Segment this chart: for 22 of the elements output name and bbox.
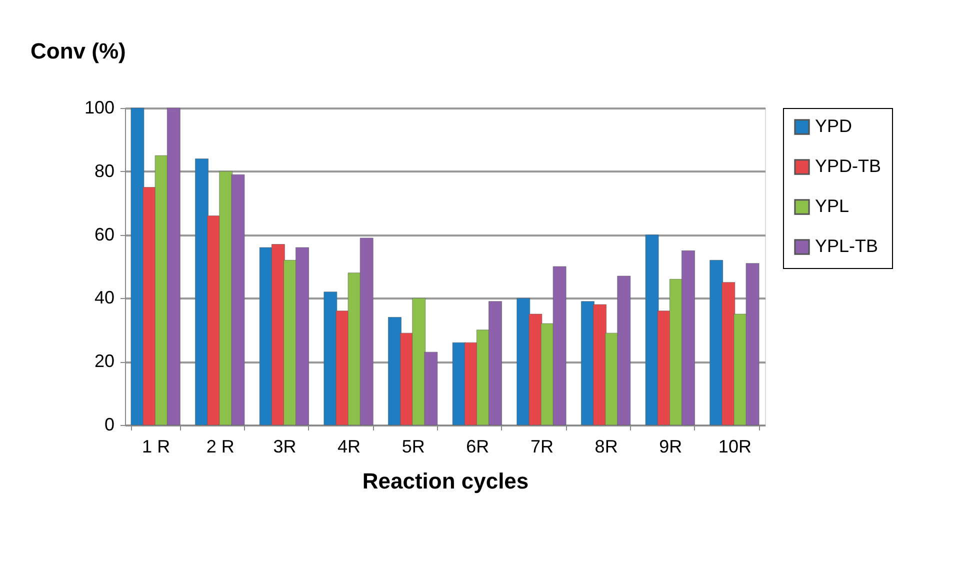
legend-label: YPL [815,196,850,216]
x-axis-title: Reaction cycles [362,468,529,494]
y-tick-label: 40 [94,288,114,308]
y-tick-label: 80 [94,160,114,181]
legend-label: YPD [815,116,852,136]
y-axis-title: Conv (%) [30,38,126,64]
y-tick-label: 0 [104,414,114,434]
x-tick-label: 5R [402,436,425,456]
y-tick-label: 60 [94,224,114,244]
x-tick-label: 7R [530,436,554,456]
x-tick-label: 8R [594,436,618,456]
x-tick-label: 6R [466,436,490,456]
x-tick-label: 9R [659,436,682,456]
y-tick-label: 100 [84,98,114,118]
x-tick-label: 3R [273,436,296,456]
x-tick-label: 1 R [142,436,170,456]
legend-label: YPL-TB [815,236,878,256]
x-tick-label: 10R [718,436,752,456]
y-tick-label: 20 [94,351,114,372]
x-tick-label: 2 R [206,436,234,456]
x-tick-label: 4R [338,436,361,456]
legend-label: YPD-TB [815,156,882,176]
